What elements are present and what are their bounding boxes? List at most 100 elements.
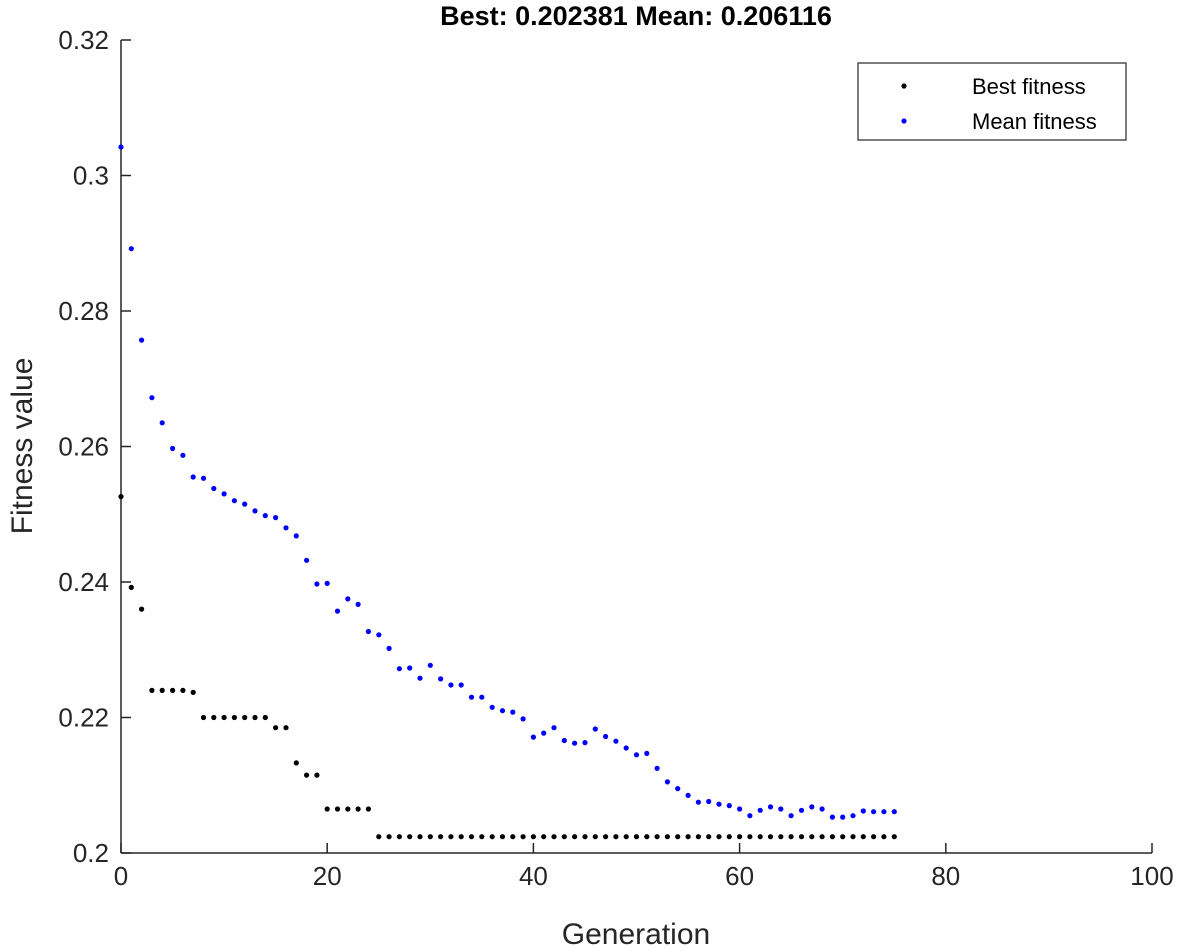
mean-fitness-point bbox=[582, 740, 588, 746]
mean-fitness-point bbox=[334, 608, 341, 614]
mean-fitness-point bbox=[180, 452, 186, 458]
best-fitness-point bbox=[468, 834, 475, 840]
legend-label-best: Best fitness bbox=[972, 74, 1086, 99]
mean-fitness-point bbox=[757, 807, 763, 813]
best-fitness-point bbox=[613, 834, 619, 840]
best-fitness-point bbox=[551, 834, 557, 840]
mean-fitness-point bbox=[231, 498, 237, 504]
best-fitness-point bbox=[510, 834, 516, 840]
mean-fitness-point bbox=[252, 508, 258, 514]
best-fitness-point bbox=[757, 834, 763, 840]
best-fitness-point bbox=[118, 494, 124, 500]
mean-fitness-point bbox=[170, 445, 176, 452]
best-fitness-point bbox=[200, 714, 207, 721]
best-fitness-point bbox=[479, 834, 485, 840]
best-fitness-point bbox=[819, 834, 825, 840]
mean-fitness-point bbox=[530, 734, 537, 740]
best-fitness-point bbox=[767, 834, 774, 840]
best-fitness-point bbox=[293, 760, 299, 766]
mean-fitness-point bbox=[118, 144, 124, 150]
best-fitness-point bbox=[520, 834, 526, 840]
best-fitness-point bbox=[572, 834, 578, 840]
mean-fitness-point bbox=[510, 709, 516, 715]
best-fitness-point bbox=[829, 834, 836, 840]
best-fitness-point bbox=[726, 834, 732, 840]
mean-fitness-point bbox=[644, 750, 650, 757]
legend: Best fitness Mean fitness bbox=[857, 62, 1127, 141]
mean-fitness-point bbox=[819, 806, 825, 812]
best-fitness-point bbox=[685, 834, 691, 840]
mean-fitness-point bbox=[613, 738, 619, 744]
best-fitness-point bbox=[695, 834, 702, 840]
mean-fitness-point bbox=[747, 813, 753, 819]
mean-fitness-point bbox=[623, 745, 629, 751]
mean-fitness-point bbox=[829, 814, 836, 820]
mean-fitness-point bbox=[159, 420, 165, 426]
best-fitness-point bbox=[603, 834, 609, 840]
mean-fitness-point bbox=[221, 491, 227, 497]
best-fitness-point bbox=[180, 687, 186, 694]
mean-fitness-point bbox=[283, 525, 289, 531]
mean-fitness-point bbox=[293, 533, 299, 539]
x-tick-label: 20 bbox=[313, 861, 342, 891]
y-tick-label: 0.3 bbox=[73, 161, 109, 191]
mean-fitness-point bbox=[211, 485, 217, 492]
plot-area bbox=[120, 40, 1152, 854]
best-fitness-point bbox=[737, 834, 743, 840]
mean-fitness-point bbox=[396, 666, 402, 672]
mean-fitness-point bbox=[139, 337, 145, 343]
best-fitness-point bbox=[128, 584, 134, 591]
mean-fitness-point bbox=[716, 801, 722, 807]
best-fitness-point bbox=[376, 834, 382, 840]
best-fitness-point bbox=[706, 834, 712, 840]
mean-fitness-point bbox=[664, 779, 671, 785]
y-tick-label: 0.26 bbox=[58, 432, 109, 462]
best-fitness-point bbox=[530, 834, 537, 840]
mean-fitness-point bbox=[767, 804, 774, 810]
mean-fitness-point bbox=[365, 628, 371, 635]
mean-fitness-point bbox=[685, 792, 691, 799]
mean-fitness-point bbox=[850, 813, 856, 819]
best-fitness-point bbox=[654, 834, 660, 840]
mean-fitness-point bbox=[128, 246, 134, 252]
mean-fitness-point bbox=[427, 662, 433, 668]
best-fitness-point bbox=[489, 834, 495, 840]
best-fitness-point bbox=[633, 834, 640, 840]
mean-fitness-point bbox=[242, 501, 248, 507]
mean-fitness-point bbox=[654, 765, 660, 771]
best-fitness-point bbox=[561, 834, 567, 840]
mean-fitness-point bbox=[458, 682, 464, 688]
best-fitness-point bbox=[345, 806, 351, 812]
best-fitness-point bbox=[850, 834, 856, 840]
y-tick-label: 0.32 bbox=[58, 25, 109, 55]
mean-fitness-point bbox=[633, 752, 640, 758]
mean-fitness-point bbox=[149, 395, 155, 401]
mean-fitness-point bbox=[200, 475, 207, 481]
mean-fitness-point bbox=[737, 806, 743, 812]
best-fitness-point bbox=[221, 714, 227, 721]
mean-fitness-point bbox=[706, 798, 712, 805]
mean-fitness-point bbox=[304, 557, 310, 563]
best-fitness-point bbox=[881, 834, 887, 840]
mean-fitness-point bbox=[675, 786, 681, 792]
best-fitness-point bbox=[438, 834, 444, 840]
mean-fitness-point bbox=[788, 813, 794, 819]
best-fitness-point bbox=[139, 606, 145, 612]
legend-marker-best bbox=[901, 83, 907, 89]
mean-fitness-point bbox=[417, 675, 423, 681]
x-tick-label: 0 bbox=[114, 861, 128, 891]
best-fitness-point bbox=[190, 689, 196, 696]
mean-fitness-point bbox=[314, 581, 320, 587]
mean-fitness-point bbox=[860, 808, 866, 814]
mean-fitness-point bbox=[273, 515, 279, 521]
x-tick-label: 60 bbox=[725, 861, 754, 891]
best-fitness-point bbox=[273, 725, 279, 731]
mean-fitness-point bbox=[561, 737, 567, 744]
mean-fitness-point bbox=[778, 806, 784, 812]
best-fitness-point bbox=[592, 834, 598, 840]
x-tick-label: 100 bbox=[1130, 861, 1173, 891]
data-points bbox=[118, 144, 897, 840]
best-fitness-point bbox=[871, 834, 877, 840]
best-fitness-point bbox=[355, 806, 361, 812]
